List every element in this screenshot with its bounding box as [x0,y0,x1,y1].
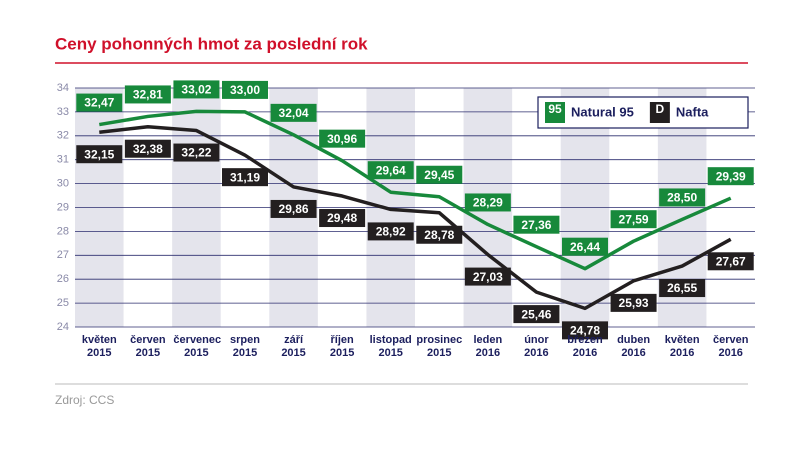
y-tick-label: 27 [57,249,69,261]
x-tick-label: květen 2016 [664,334,700,359]
legend-icon [649,102,670,123]
data-label-box [76,93,123,112]
data-label: 30,96 [327,132,357,146]
data-label-box [464,193,511,212]
data-label: 29,64 [376,163,406,177]
data-label-box [124,139,171,158]
legend-box [537,96,749,129]
data-label-box [416,225,463,244]
data-label-box [562,237,608,256]
data-label-box [610,210,657,229]
data-label-box [124,85,171,104]
data-label: 25,46 [521,307,551,321]
data-label-box [173,80,220,99]
data-label: 32,04 [279,106,309,120]
data-label-box [76,145,123,164]
legend-label: Natural 95 [571,104,634,119]
y-tick-label: 24 [57,321,69,333]
x-tick-label: srpen 2015 [230,334,260,359]
data-label-box [367,222,414,241]
x-tick-label: leden 2016 [473,334,503,359]
legend-icon-label: D [656,102,665,116]
data-label-box [367,161,414,180]
series-line [98,109,732,271]
data-label-box [659,279,706,298]
legend-label: Nafta [676,104,709,119]
data-label-box [222,168,268,187]
data-label: 29,48 [327,211,357,225]
data-label-box [319,129,366,148]
y-tick-label: 33 [57,106,69,118]
data-label-box [464,267,511,286]
data-label-box [513,215,560,234]
y-tick-label: 31 [57,154,69,166]
y-tick-label: 29 [57,201,69,213]
data-label: 27,59 [619,212,649,226]
x-tick-label: duben 2016 [617,334,651,359]
y-tick-label: 34 [57,82,69,94]
y-tick-label: 30 [57,178,69,190]
x-tick-label: únor 2016 [524,334,549,359]
data-label: 27,03 [473,270,503,284]
data-label: 28,50 [667,191,697,205]
data-label: 29,45 [424,168,454,182]
data-label-box [707,252,754,271]
data-label: 29,86 [279,202,309,216]
data-label-box [319,209,366,228]
data-label: 27,36 [521,218,551,232]
x-tick-label: březen 2016 [567,334,603,359]
data-label: 28,78 [424,228,454,242]
y-tick-label: 28 [57,225,69,237]
x-tick-label: září 2015 [281,334,306,359]
data-label-box [513,305,560,324]
data-label: 32,22 [181,146,211,160]
y-tick-label: 32 [57,130,69,142]
data-label-box [610,293,657,312]
data-label-box [562,321,608,340]
data-label: 26,44 [570,240,600,254]
data-label: 25,93 [619,296,649,310]
data-label: 33,02 [181,83,211,97]
data-label-box [416,165,463,184]
data-label-box [707,167,754,186]
data-label: 28,92 [376,225,406,239]
data-label: 32,47 [84,96,114,110]
x-tick-label: listopad 2015 [369,334,412,359]
y-tick-label: 26 [57,273,69,285]
y-tick-label: 25 [57,297,69,309]
chart-title: Ceny pohonných hmot za poslední rok [55,34,368,53]
x-tick-label: červen 2015 [130,334,166,359]
data-label-box [270,199,317,218]
data-label: 32,38 [133,142,163,156]
x-tick-label: květen 2015 [81,334,117,359]
legend-icon-label: 95 [548,102,562,116]
series-line [99,124,732,311]
data-label: 32,81 [133,88,163,102]
x-tick-label: říjen 2015 [329,334,355,359]
source: Zdroj: CCS [55,393,114,407]
data-label: 24,78 [570,324,600,338]
x-tick-label: červenec 2015 [173,334,222,359]
data-label-box [222,80,268,99]
data-label-box [270,103,317,122]
data-label: 28,29 [473,196,503,210]
data-label: 27,67 [716,254,746,268]
data-label: 31,19 [230,170,260,184]
data-label-box [659,188,706,207]
x-tick-label: červen 2016 [712,334,749,359]
data-label-box [173,143,220,162]
data-label: 33,00 [230,83,260,97]
data-label: 26,55 [667,281,697,295]
data-label: 32,15 [84,147,114,161]
legend-icon [545,102,565,123]
data-label: 29,39 [716,169,746,183]
x-tick-label: prosinec 2015 [416,334,463,359]
